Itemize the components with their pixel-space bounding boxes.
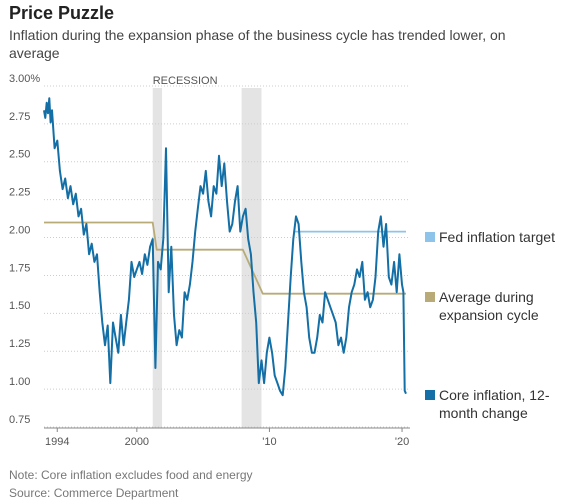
source: Source: Commerce Department: [9, 486, 179, 500]
y-tick-label: 1.00: [9, 376, 30, 388]
note: Note: Core inflation excludes food and e…: [9, 468, 253, 482]
y-tick-label: 3.00%: [9, 73, 40, 85]
legend-swatch: [425, 390, 435, 400]
chart-title: Price Puzzle: [9, 3, 115, 23]
y-tick-label: 2.25: [9, 187, 30, 199]
series-line: [43, 97, 407, 397]
legend-label: Core inflation, 12-month change: [439, 387, 550, 421]
legend-label: Average during expansion cycle: [439, 289, 539, 323]
legend-item: Fed inflation target: [425, 228, 561, 246]
y-tick-label: 0.75: [9, 414, 30, 426]
legend-item: Average during expansion cycle: [425, 288, 561, 324]
x-tick-label: 2000: [125, 436, 149, 448]
legend-label: Fed inflation target: [439, 229, 555, 245]
legend-item: Core inflation, 12-month change: [425, 386, 561, 422]
y-tick-label: 2.75: [9, 111, 30, 123]
y-tick-label: 2.50: [9, 149, 30, 161]
y-tick-label: 1.75: [9, 262, 30, 274]
series-line: [44, 221, 406, 295]
annotation: RECESSION: [153, 75, 218, 87]
x-tick-label: 1994: [45, 436, 69, 448]
legend-swatch: [425, 232, 435, 242]
y-tick-label: 1.50: [9, 300, 30, 312]
y-tick-label: 2.00: [9, 224, 30, 236]
recession-band: [152, 88, 163, 428]
x-tick-label: '20: [395, 436, 409, 448]
y-tick-label: 1.25: [9, 338, 30, 350]
chart-subtitle: Inflation during the expansion phase of …: [9, 27, 506, 61]
legend-swatch: [425, 292, 435, 302]
x-tick-label: '10: [262, 436, 276, 448]
